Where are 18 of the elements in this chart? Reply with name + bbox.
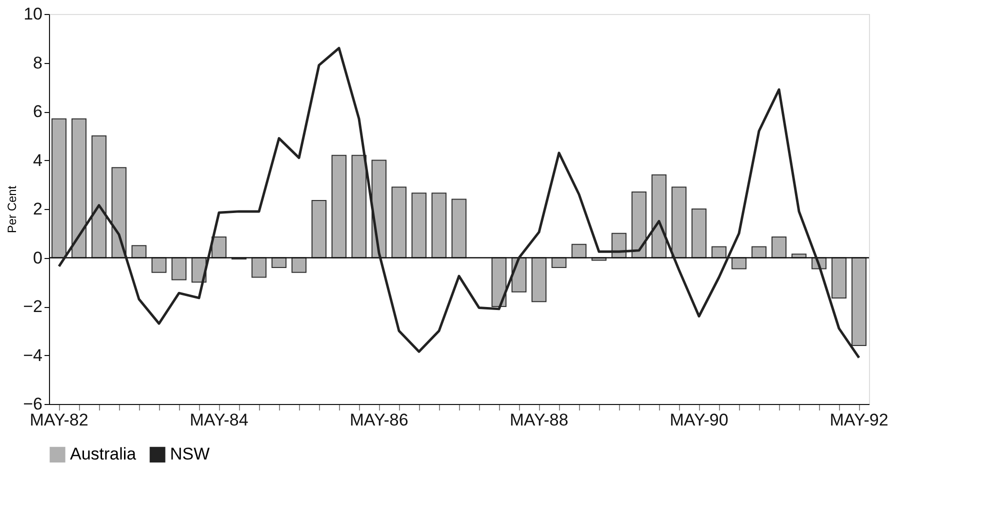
y-tick-label: 8 (33, 53, 42, 72)
x-tick-label: MAY-86 (350, 410, 408, 430)
y-tick-label: −6 (23, 394, 42, 414)
x-tick-label: MAY-88 (510, 410, 568, 430)
y-tick-label: 10 (24, 4, 42, 24)
y-axis-title: Per Cent (5, 185, 20, 234)
legend-label: Australia (70, 444, 137, 464)
y-tick-label: 2 (33, 200, 42, 218)
y-tick-label: 4 (33, 150, 42, 170)
y-tick-label: −2 (23, 297, 42, 316)
x-tick-label: MAY-84 (190, 410, 248, 430)
y-tick-label: 6 (33, 102, 42, 121)
legend-label: NSW (170, 444, 210, 464)
y-tick-label: 0 (33, 248, 42, 268)
x-tick-label: MAY-82 (30, 410, 88, 430)
y-tick-label: −4 (23, 346, 42, 365)
x-tick-label: MAY-90 (670, 410, 728, 430)
x-tick-label: MAY-92 (830, 410, 888, 430)
